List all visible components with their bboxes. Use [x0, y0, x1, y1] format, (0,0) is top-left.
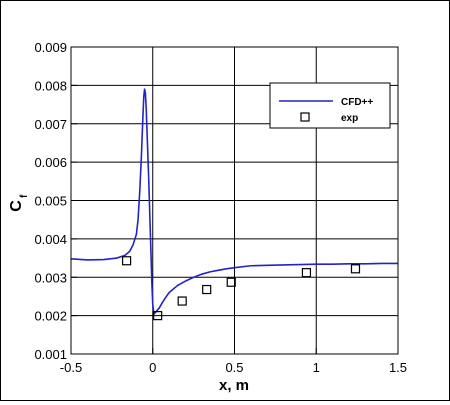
- y-tick-label: 0.002: [34, 309, 67, 324]
- y-tick-label: 0.001: [34, 347, 67, 362]
- y-axis-label: C f: [8, 194, 30, 212]
- y-tick-label: 0.007: [34, 117, 67, 132]
- exp-data-point: [177, 296, 187, 306]
- legend: CFD++ exp: [269, 82, 391, 129]
- exp-data-point: [350, 264, 361, 274]
- y-tick-label: 0.003: [34, 270, 67, 285]
- exp-data-point: [226, 277, 236, 287]
- y-tick-label: 0.006: [34, 155, 67, 170]
- y-axis-label-main: C: [8, 200, 25, 212]
- exp-data-point: [153, 311, 163, 321]
- y-tick-label: 0.005: [34, 194, 67, 209]
- y-axis-label-subscript: f: [19, 194, 30, 198]
- x-tick-label: 1.5: [389, 360, 407, 375]
- y-tick-label: 0.009: [34, 40, 67, 55]
- x-tick-label: 0.5: [225, 360, 243, 375]
- y-tick-label: 0.004: [34, 232, 67, 247]
- legend-label-cfd: CFD++: [341, 97, 373, 108]
- y-tick-label: 0.008: [34, 78, 67, 93]
- x-tick-label: -0.5: [60, 360, 82, 375]
- x-tick-label: 0: [149, 360, 156, 375]
- legend-label-exp: exp: [341, 113, 358, 124]
- exp-data-point: [202, 284, 212, 295]
- legend-marker-swatch: [300, 112, 310, 122]
- x-tick-label: 1: [313, 360, 320, 375]
- tick-layer: -0.5 0 0.5 1 1.5 0.001 0.002 0.003 0.004 0.005 0.0…: [34, 40, 407, 375]
- exp-data-point: [301, 268, 312, 278]
- data-layer: [70, 88, 398, 321]
- legend-box: [269, 82, 391, 129]
- exp-data-point: [121, 256, 132, 266]
- x-axis-label: x, m: [219, 377, 249, 394]
